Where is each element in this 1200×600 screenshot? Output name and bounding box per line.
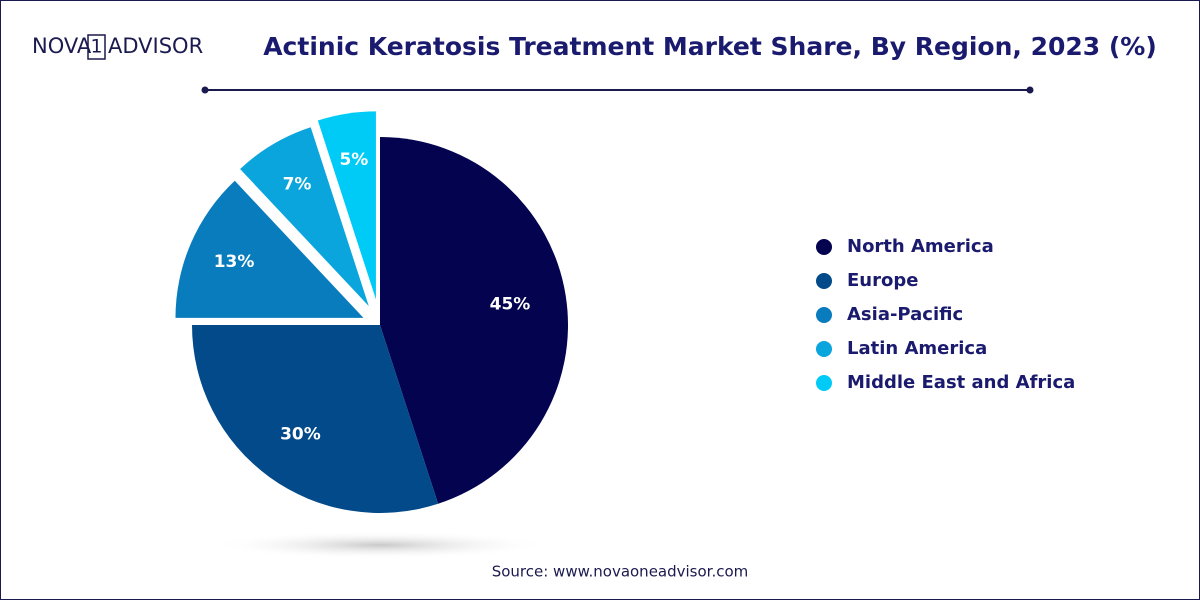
pie: 45% 30% 13% 7% 5% xyxy=(175,111,568,513)
source: Source: www.novaoneadvisor.com xyxy=(492,563,749,581)
pie-slice xyxy=(317,111,376,300)
rule-dot xyxy=(201,86,209,94)
pie-slice xyxy=(192,325,439,513)
pie-shadow xyxy=(210,531,550,559)
logo-text: 1 xyxy=(90,36,102,58)
data-label: 5% xyxy=(339,150,368,170)
chart-title: Actinic Keratosis Treatment Market Share… xyxy=(263,32,1157,61)
data-label: 7% xyxy=(283,175,312,195)
logo-text: ADVISOR xyxy=(108,34,203,58)
legend-label: North America xyxy=(847,236,994,257)
pie-slice xyxy=(380,137,568,504)
legend-swatch xyxy=(816,341,832,357)
pie-slice xyxy=(240,127,369,307)
legend-swatch xyxy=(816,307,832,323)
logo: NOVA 1 ADVISOR xyxy=(32,34,203,60)
legend-label: Europe xyxy=(847,270,918,291)
legend: North America Europe Asia-Pacific Latin Ame… xyxy=(816,236,1075,393)
logo-text: NOVA xyxy=(32,34,92,58)
legend-swatch xyxy=(816,239,832,255)
legend-label: Latin America xyxy=(847,338,987,359)
data-label: 45% xyxy=(490,294,531,314)
data-label: 30% xyxy=(280,425,321,445)
logo-box xyxy=(87,34,106,60)
legend-swatch xyxy=(816,273,832,289)
legend-swatch xyxy=(816,375,832,391)
data-label: 13% xyxy=(214,252,255,272)
pie-slice xyxy=(175,180,364,318)
rule-dot xyxy=(1026,86,1034,94)
legend-label: Middle East and Africa xyxy=(847,372,1075,393)
legend-label: Asia-Pacific xyxy=(847,304,963,325)
